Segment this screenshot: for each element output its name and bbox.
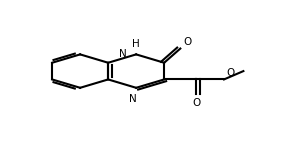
Text: O: O: [183, 37, 191, 47]
Text: O: O: [192, 98, 201, 108]
Text: O: O: [227, 68, 235, 78]
Text: H: H: [132, 39, 140, 49]
Text: N: N: [118, 49, 126, 59]
Text: N: N: [130, 94, 137, 104]
